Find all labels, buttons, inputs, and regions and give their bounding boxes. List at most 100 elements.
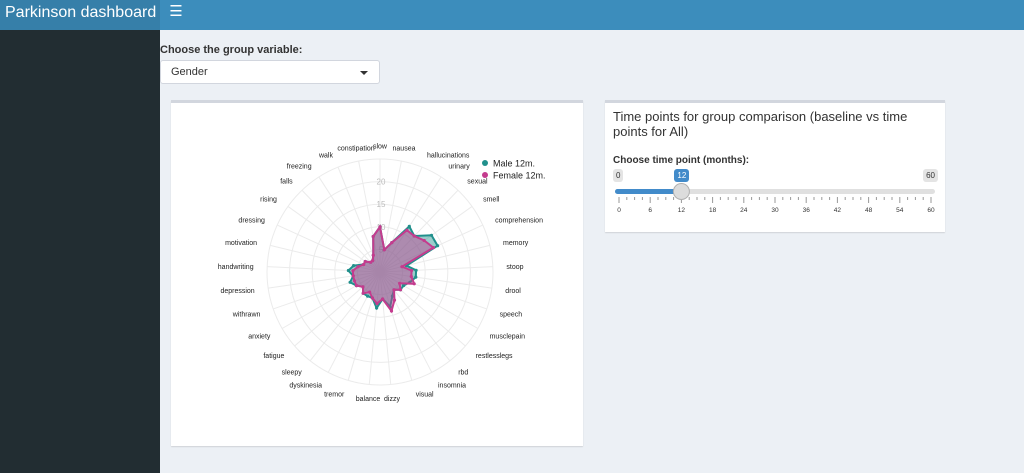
radar-spoke: [379, 160, 402, 273]
radar-spoke: [379, 166, 423, 273]
radar-spoke: [379, 271, 433, 373]
category-label: restlesslegs: [476, 353, 513, 360]
timepoint-slider[interactable]: 0 6 12 18 24 30 36 42 48 54 60: [605, 183, 945, 223]
category-label: memory: [503, 240, 529, 247]
category-label: comprehension: [495, 217, 543, 224]
series-point: [409, 274, 413, 279]
slider-tick-label: 60: [927, 207, 935, 214]
radar-spoke: [267, 266, 381, 273]
radar-spoke: [379, 271, 466, 347]
radar-spoke: [379, 271, 451, 362]
series-point: [352, 264, 356, 268]
series-point: [392, 288, 396, 292]
series-point: [414, 275, 418, 279]
series-point: [398, 288, 403, 292]
radar-spoke: [273, 271, 381, 310]
series-point: [398, 281, 402, 285]
slider-value-label: 12: [674, 169, 690, 182]
app-title[interactable]: Parkinson dashboard: [0, 0, 160, 30]
timepoint-slider-label: Choose time point (months):: [613, 155, 750, 166]
category-label: drool: [505, 288, 521, 295]
radar-spoke: [268, 271, 381, 289]
series-point: [410, 268, 414, 273]
category-label: balance: [356, 396, 381, 403]
category-label: motivation: [225, 240, 257, 247]
series-point: [370, 296, 374, 300]
series-point: [368, 290, 372, 294]
series-point: [361, 291, 365, 295]
category-label: depression: [220, 288, 254, 295]
series-point: [363, 259, 367, 264]
series-point: [362, 262, 366, 267]
slider-min-label: 0: [613, 169, 624, 182]
category-label: speech: [500, 311, 523, 318]
category-label: dyskinesia: [289, 383, 322, 390]
slider-tick-label: 36: [803, 207, 811, 214]
category-label: dressing: [238, 217, 265, 224]
radar-spoke: [379, 271, 492, 289]
radar-spoke: [379, 176, 442, 273]
series-point: [400, 265, 404, 269]
radar-spoke: [347, 271, 381, 381]
series-point: [361, 285, 365, 289]
slider-tick-label: 30: [771, 207, 779, 214]
category-label: urinary: [448, 164, 470, 171]
radar-spoke: [379, 244, 490, 273]
category-label: nausea: [393, 146, 416, 153]
radial-tick-label: 5: [379, 245, 384, 254]
category-label: falls: [280, 178, 293, 185]
series-point: [429, 233, 434, 237]
slider-handle[interactable]: [672, 183, 690, 200]
category-label: walk: [318, 153, 334, 160]
series-point: [371, 253, 375, 257]
hamburger-icon[interactable]: ☰: [169, 3, 183, 20]
category-label: rising: [260, 197, 277, 204]
category-label: slow: [373, 143, 388, 150]
radar-spoke: [379, 189, 459, 273]
series-area: [351, 224, 436, 314]
dropdown-caret-icon: [360, 71, 368, 75]
series-point: [405, 228, 409, 232]
series-female: [351, 224, 436, 314]
series-point: [375, 301, 379, 306]
series-point: [375, 306, 379, 310]
slider-tick-label: 24: [740, 207, 748, 214]
category-label: rbd: [458, 370, 468, 377]
category-label: insomnia: [438, 383, 466, 390]
slider-tick-label: 6: [648, 207, 652, 214]
radar-chart-box: 5101520slownauseahallucinationsurinaryse…: [171, 100, 583, 446]
series-point: [354, 284, 359, 288]
series-point: [401, 284, 406, 288]
category-label: withrawn: [232, 311, 261, 318]
legend-label: Male 12m.: [493, 159, 535, 169]
radar-spoke: [379, 271, 487, 310]
radar-spoke: [318, 176, 381, 273]
category-label: smell: [483, 197, 500, 204]
slider-tick-label: 54: [896, 207, 904, 214]
series-point: [356, 265, 360, 269]
slider-tick-label: 12: [678, 207, 686, 214]
slider-max-label: 60: [923, 169, 938, 182]
series-point: [412, 234, 416, 238]
radar-spoke: [379, 271, 479, 329]
series-point: [352, 279, 356, 283]
legend-swatch: [482, 160, 488, 166]
radar-spoke: [379, 266, 493, 273]
series-point: [422, 238, 426, 243]
slider-fill: [615, 189, 682, 194]
category-label: stoop: [506, 264, 523, 271]
series-point: [378, 225, 382, 229]
series-point: [348, 280, 352, 284]
category-label: sleepy: [282, 370, 303, 377]
radar-spoke: [379, 206, 473, 273]
radar-spoke: [270, 244, 381, 273]
radial-tick-label: 15: [377, 200, 386, 209]
series-point: [351, 274, 355, 278]
radar-spoke: [294, 271, 381, 347]
legend: Male 12m. Female 12m.: [482, 159, 546, 181]
category-label: constipation: [337, 146, 374, 153]
sidebar: [0, 30, 160, 473]
group-variable-select[interactable]: Gender: [160, 60, 380, 84]
series-point: [392, 298, 397, 302]
category-label: visual: [416, 391, 434, 398]
